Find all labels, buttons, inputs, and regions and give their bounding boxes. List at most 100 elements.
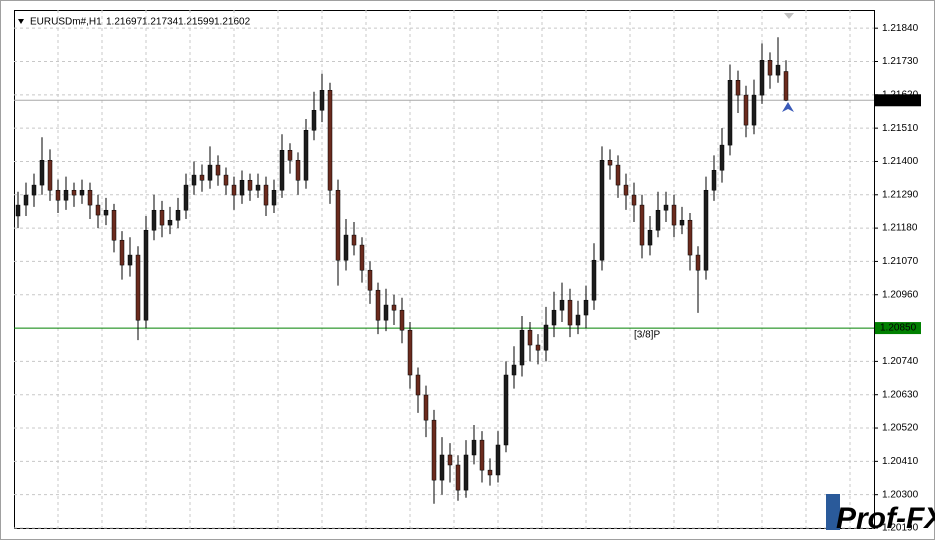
candle-body (247, 179, 253, 191)
candle-body (143, 229, 149, 321)
candle-body (23, 194, 29, 206)
candle-body (39, 160, 45, 186)
y-tick-label: 1.20740 (882, 356, 919, 367)
candle-body (335, 189, 341, 261)
candle-body (487, 469, 493, 476)
candle-body (207, 164, 213, 181)
candle-body (223, 174, 229, 186)
y-tick-label: 1.21730 (882, 56, 919, 67)
candle-body (151, 209, 157, 231)
candle-body (719, 144, 725, 171)
ohlc-low: 1.21599 (178, 17, 215, 28)
trade-arrow (782, 102, 794, 112)
candle-body (383, 304, 389, 321)
candle-body (95, 204, 101, 216)
candle-body (191, 174, 197, 186)
candle-body (735, 80, 741, 96)
candle-body (767, 60, 773, 76)
candle-body (783, 71, 789, 101)
price-label: 1.21602 (880, 95, 917, 106)
candle-body (399, 309, 405, 331)
candle-body (63, 189, 69, 201)
candle-body (447, 454, 453, 466)
candle-body (575, 314, 581, 326)
candle-body (279, 150, 285, 191)
y-tick-label: 1.21180 (882, 223, 918, 234)
menu-triangle[interactable] (18, 19, 24, 24)
candle-body (303, 130, 309, 181)
candle-body (135, 254, 141, 321)
candle-body (551, 309, 557, 326)
candle-body (655, 209, 661, 231)
candle-body (559, 299, 565, 311)
candle-body (599, 160, 605, 261)
candle-body (591, 259, 597, 301)
candle-body (671, 204, 677, 226)
candle-body (359, 244, 365, 271)
candle-body (527, 329, 533, 346)
candle-body (607, 160, 613, 166)
candle-body (351, 234, 357, 246)
candle-body (343, 234, 349, 261)
shift-marker (784, 13, 794, 19)
candle-body (535, 344, 541, 351)
candle-body (711, 169, 717, 191)
candle-body (495, 444, 501, 476)
y-tick-label: 1.21070 (882, 256, 919, 267)
candle-body (695, 254, 701, 271)
candle-body (751, 94, 757, 126)
candle-body (111, 209, 117, 241)
candle-body (215, 164, 221, 176)
candle-body (255, 184, 261, 191)
candle-body (511, 364, 517, 376)
candle-body (47, 160, 53, 191)
candle-body (503, 374, 509, 446)
candle-body (439, 454, 445, 481)
y-tick-label: 1.20190 (882, 523, 919, 534)
candle-body (295, 160, 301, 181)
candle-body (687, 219, 693, 256)
level-price-label: 1.20850 (880, 323, 917, 334)
candle-body (31, 184, 37, 196)
candle-body (775, 64, 781, 76)
candle-body (103, 209, 109, 216)
candle-body (71, 189, 77, 196)
y-tick-label: 1.20630 (882, 389, 919, 400)
candle-body (415, 374, 421, 396)
y-tick-label: 1.21510 (882, 123, 919, 134)
candle-body (423, 394, 429, 421)
ohlc-open: 1.21697 (106, 17, 143, 28)
level-name: [3/8]P (634, 330, 660, 341)
price-box (875, 94, 921, 107)
logo-block (826, 494, 840, 530)
candle-body (727, 80, 733, 146)
candle-body (231, 184, 237, 196)
candle-body (15, 204, 21, 217)
candle-body (183, 184, 189, 211)
symbol-title: EURUSDm#,H1 (30, 17, 102, 28)
candle-body (391, 304, 397, 311)
candle-body (583, 299, 589, 316)
candle-body (175, 209, 181, 221)
candle-body (631, 194, 637, 206)
candle-body (543, 324, 549, 351)
candle-body (79, 189, 85, 196)
ohlc-high: 1.21734 (142, 17, 179, 28)
level-price-box (875, 322, 921, 335)
candle-body (407, 329, 413, 376)
candle-body (271, 189, 277, 206)
candle-body (663, 204, 669, 211)
y-tick-label: 1.20960 (882, 289, 919, 300)
candle-body (479, 439, 485, 471)
candle-body (639, 204, 645, 246)
candle-body (679, 219, 685, 226)
candle-body (311, 110, 317, 131)
candle-body (703, 189, 709, 271)
candle-body (87, 189, 93, 206)
candle-body (375, 289, 381, 321)
candle-body (455, 464, 461, 491)
candle-body (759, 60, 765, 96)
candle-body (119, 239, 125, 266)
candle-body (615, 164, 621, 186)
